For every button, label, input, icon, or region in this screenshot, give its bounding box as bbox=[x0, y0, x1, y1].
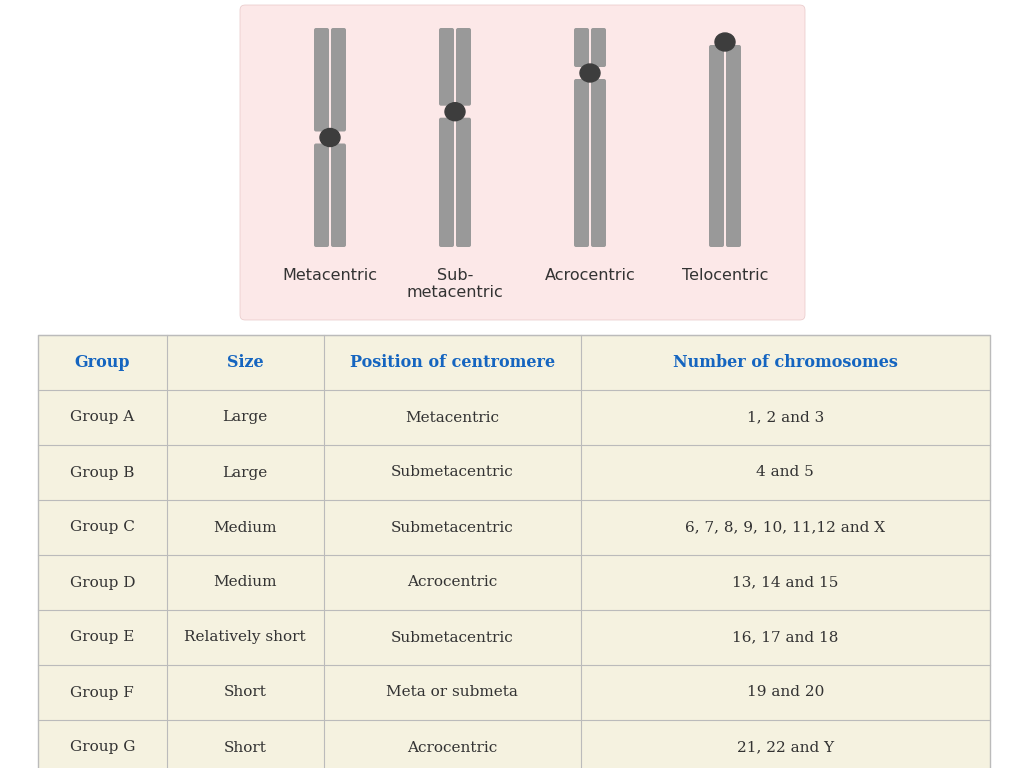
Text: Short: Short bbox=[223, 740, 266, 754]
Text: Metacentric: Metacentric bbox=[283, 268, 378, 283]
Text: 1, 2 and 3: 1, 2 and 3 bbox=[746, 411, 824, 425]
Text: Large: Large bbox=[222, 411, 267, 425]
FancyBboxPatch shape bbox=[314, 144, 329, 247]
Ellipse shape bbox=[319, 128, 340, 147]
Ellipse shape bbox=[715, 33, 735, 51]
Text: Group F: Group F bbox=[71, 686, 134, 700]
Text: Telocentric: Telocentric bbox=[682, 268, 768, 283]
FancyBboxPatch shape bbox=[591, 79, 606, 247]
Text: Metacentric: Metacentric bbox=[406, 411, 499, 425]
FancyBboxPatch shape bbox=[709, 45, 724, 247]
Text: Group B: Group B bbox=[70, 465, 134, 479]
FancyBboxPatch shape bbox=[331, 28, 346, 131]
Text: 4 and 5: 4 and 5 bbox=[757, 465, 814, 479]
Text: Number of chromosomes: Number of chromosomes bbox=[673, 354, 898, 371]
Text: Group A: Group A bbox=[70, 411, 134, 425]
Text: 16, 17 and 18: 16, 17 and 18 bbox=[732, 631, 839, 644]
FancyBboxPatch shape bbox=[456, 118, 471, 247]
FancyBboxPatch shape bbox=[331, 144, 346, 247]
FancyBboxPatch shape bbox=[574, 28, 589, 67]
Text: Relatively short: Relatively short bbox=[184, 631, 306, 644]
Text: 21, 22 and Y: 21, 22 and Y bbox=[736, 740, 834, 754]
Text: Large: Large bbox=[222, 465, 267, 479]
Text: 6, 7, 8, 9, 10, 11,12 and X: 6, 7, 8, 9, 10, 11,12 and X bbox=[685, 521, 886, 535]
Text: Group E: Group E bbox=[70, 631, 134, 644]
FancyBboxPatch shape bbox=[574, 79, 589, 247]
Text: Submetacentric: Submetacentric bbox=[391, 465, 513, 479]
Text: Short: Short bbox=[223, 686, 266, 700]
Ellipse shape bbox=[445, 103, 465, 121]
FancyBboxPatch shape bbox=[314, 28, 329, 131]
Text: Group C: Group C bbox=[70, 521, 135, 535]
Text: Acrocentric: Acrocentric bbox=[545, 268, 635, 283]
Text: Medium: Medium bbox=[213, 521, 276, 535]
FancyBboxPatch shape bbox=[726, 45, 741, 247]
Text: Group: Group bbox=[75, 354, 130, 371]
Ellipse shape bbox=[580, 64, 600, 82]
FancyBboxPatch shape bbox=[591, 28, 606, 67]
Text: Position of centromere: Position of centromere bbox=[349, 354, 555, 371]
Text: Submetacentric: Submetacentric bbox=[391, 521, 513, 535]
Text: Meta or submeta: Meta or submeta bbox=[386, 686, 518, 700]
Text: 19 and 20: 19 and 20 bbox=[746, 686, 824, 700]
Text: Acrocentric: Acrocentric bbox=[407, 740, 498, 754]
Text: Group D: Group D bbox=[70, 575, 135, 590]
Text: Submetacentric: Submetacentric bbox=[391, 631, 513, 644]
FancyBboxPatch shape bbox=[439, 118, 454, 247]
Text: Acrocentric: Acrocentric bbox=[407, 575, 498, 590]
Text: Group G: Group G bbox=[70, 740, 135, 754]
Text: 13, 14 and 15: 13, 14 and 15 bbox=[732, 575, 839, 590]
Text: Sub-
metacentric: Sub- metacentric bbox=[407, 268, 504, 300]
Text: Medium: Medium bbox=[213, 575, 276, 590]
FancyBboxPatch shape bbox=[439, 28, 454, 106]
Text: Size: Size bbox=[226, 354, 263, 371]
Bar bbox=[38, 335, 990, 768]
FancyBboxPatch shape bbox=[456, 28, 471, 106]
FancyBboxPatch shape bbox=[240, 5, 805, 320]
